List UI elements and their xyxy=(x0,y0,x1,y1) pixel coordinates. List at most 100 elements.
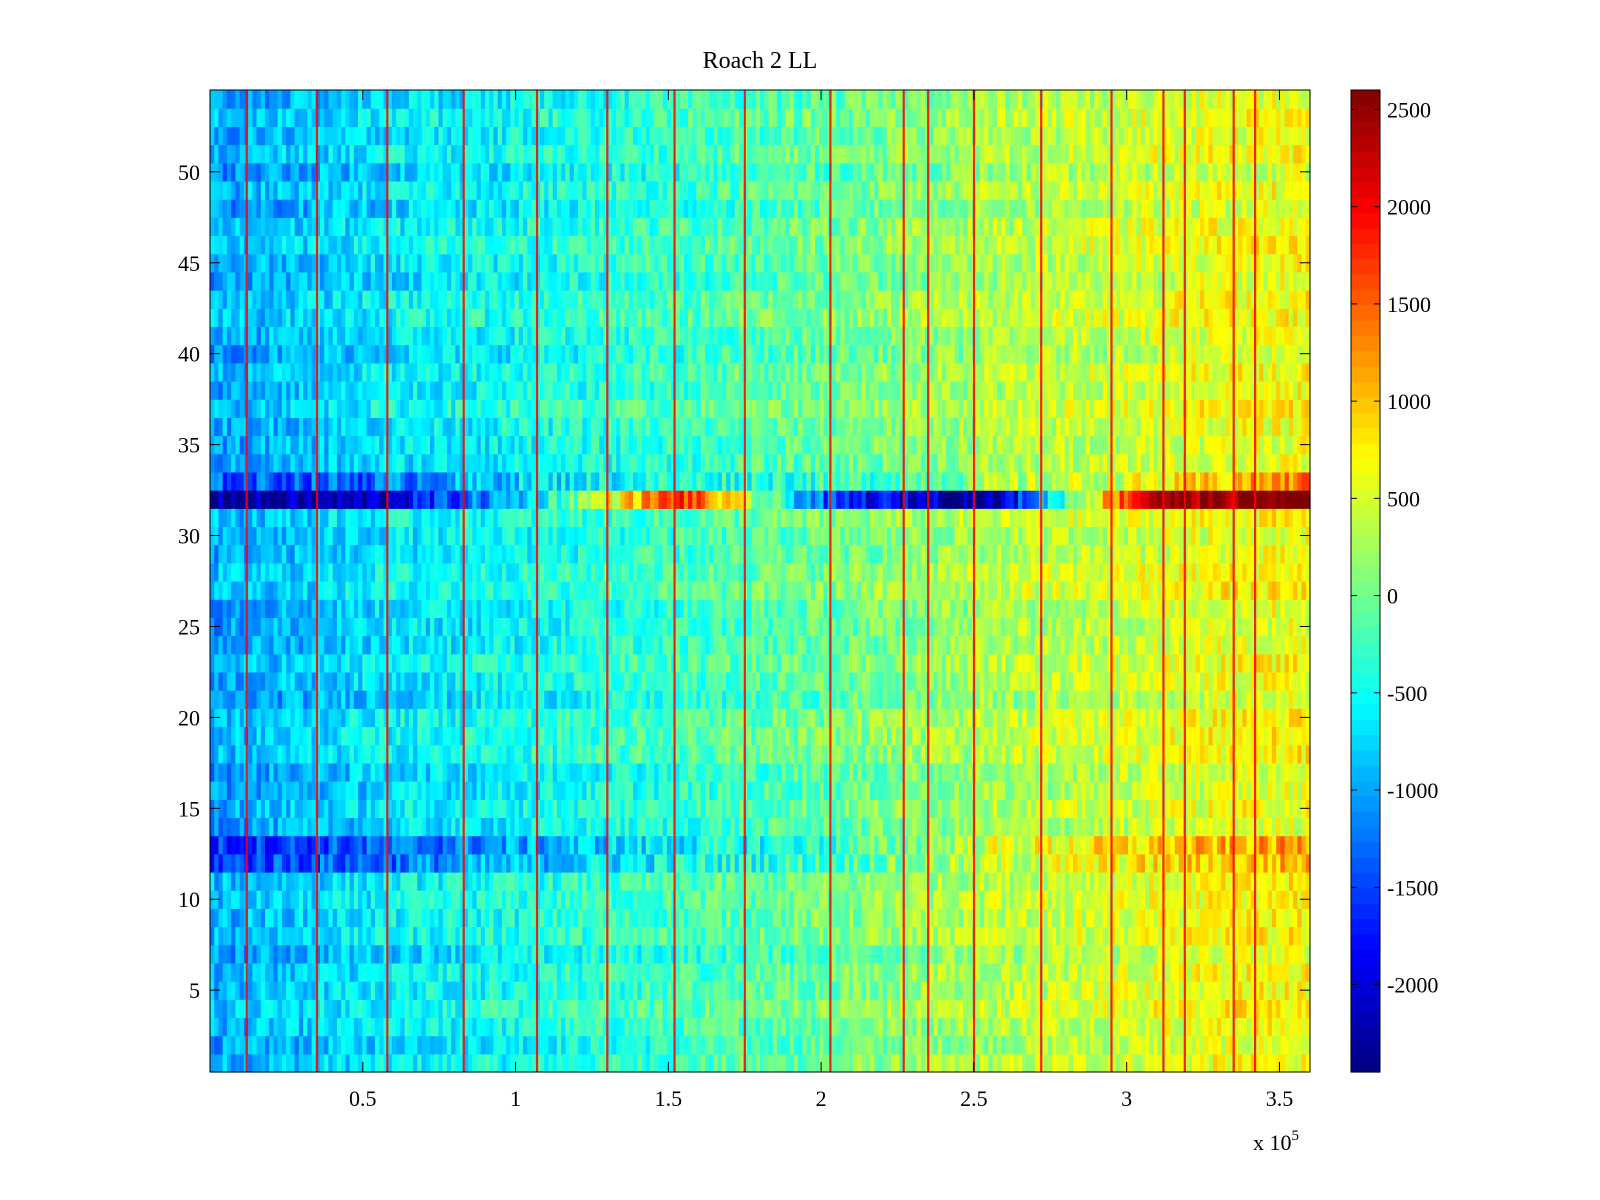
heatmap-cell xyxy=(320,1053,325,1073)
heatmap-cell xyxy=(514,781,520,800)
heatmap-cell xyxy=(1119,871,1125,891)
heatmap-cell xyxy=(603,726,609,746)
heatmap-cell xyxy=(1043,999,1049,1019)
heatmap-cell xyxy=(1305,1017,1311,1037)
heatmap-cell xyxy=(1174,944,1180,964)
heatmap-cell xyxy=(1047,999,1053,1019)
heatmap-cell xyxy=(819,1017,825,1037)
heatmap-cell xyxy=(1288,1053,1294,1073)
heatmap-cell xyxy=(518,762,524,782)
heatmap-cell xyxy=(210,908,215,928)
heatmap-cell xyxy=(764,999,770,1019)
heatmap-cell xyxy=(463,726,469,746)
heatmap-cell xyxy=(569,944,575,964)
heatmap-cell xyxy=(1191,835,1197,855)
heatmap-cell xyxy=(844,744,850,764)
heatmap-cell xyxy=(451,926,456,946)
heatmap-cell xyxy=(510,1017,516,1037)
heatmap-cell xyxy=(776,762,782,782)
heatmap-cell xyxy=(506,908,511,928)
heatmap-cell xyxy=(853,890,858,909)
heatmap-cell xyxy=(459,799,465,819)
heatmap-cell xyxy=(937,762,943,782)
heatmap-cell xyxy=(683,1053,689,1073)
heatmap-cell xyxy=(1090,799,1095,819)
heatmap-cell xyxy=(582,726,588,746)
heatmap-cell xyxy=(1022,762,1028,782)
heatmap-cell xyxy=(315,981,321,1000)
heatmap-cell xyxy=(476,1035,482,1055)
heatmap-cell xyxy=(565,962,571,982)
heatmap-cell xyxy=(1271,962,1277,982)
heatmap-cell xyxy=(226,981,232,1000)
heatmap-cell xyxy=(950,981,956,1000)
heatmap-cell xyxy=(1081,762,1087,782)
heatmap-cell xyxy=(590,799,596,819)
heatmap-cell xyxy=(1297,999,1303,1019)
heatmap-cell xyxy=(1212,890,1218,909)
heatmap-cell xyxy=(421,871,427,891)
heatmap-cell xyxy=(1073,1035,1078,1055)
heatmap-cell xyxy=(776,908,782,928)
heatmap-cell xyxy=(383,726,389,746)
heatmap-cell xyxy=(675,853,681,873)
heatmap-cell xyxy=(1255,908,1260,928)
heatmap-cell xyxy=(1013,999,1019,1019)
heatmap-cell xyxy=(772,981,778,1000)
heatmap-cell xyxy=(1009,908,1015,928)
heatmap-cell xyxy=(793,744,799,764)
heatmap-cell xyxy=(1064,908,1070,928)
heatmap-cell xyxy=(459,781,465,800)
heatmap-cell xyxy=(1305,926,1311,946)
heatmap-cell xyxy=(776,853,782,873)
heatmap-cell xyxy=(1123,908,1129,928)
heatmap-cell xyxy=(658,781,664,800)
heatmap-cell xyxy=(1102,944,1108,964)
heatmap-cell xyxy=(611,926,617,946)
heatmap-cell xyxy=(751,1017,757,1037)
heatmap-cell xyxy=(1001,890,1006,909)
heatmap-cell xyxy=(696,744,702,764)
heatmap-cell xyxy=(430,762,435,782)
heatmap-cell xyxy=(929,944,935,964)
heatmap-cell xyxy=(1195,871,1201,891)
heatmap-cell xyxy=(349,781,355,800)
heatmap-cell xyxy=(760,781,765,800)
heatmap-cell xyxy=(1157,871,1163,891)
heatmap-cell xyxy=(1009,890,1015,909)
heatmap-cell xyxy=(438,762,444,782)
heatmap-cell xyxy=(510,944,516,964)
heatmap-cell xyxy=(950,871,956,891)
heatmap-cell xyxy=(789,1053,795,1073)
heatmap-cell xyxy=(992,781,998,800)
heatmap-cell xyxy=(260,926,266,946)
heatmap-cell xyxy=(886,762,892,782)
heatmap-cell xyxy=(886,871,892,891)
heatmap-cell xyxy=(975,926,981,946)
heatmap-cell xyxy=(400,726,406,746)
heatmap-cell xyxy=(294,853,300,873)
heatmap-cell xyxy=(696,799,702,819)
heatmap-cell xyxy=(1051,817,1057,837)
heatmap-cell xyxy=(785,1053,791,1073)
heatmap-cell xyxy=(1200,962,1205,982)
heatmap-cell xyxy=(836,799,841,819)
heatmap-cell xyxy=(548,908,554,928)
heatmap-cell xyxy=(823,981,829,1000)
heatmap-cell xyxy=(353,1035,359,1055)
heatmap-cell xyxy=(802,762,808,782)
heatmap-cell xyxy=(231,708,236,728)
heatmap-cell xyxy=(353,926,359,946)
heatmap-cell xyxy=(311,890,317,909)
heatmap-cell xyxy=(844,799,850,819)
heatmap-cell xyxy=(527,817,533,837)
heatmap-cell xyxy=(252,871,258,891)
heatmap-cell xyxy=(815,835,820,855)
heatmap-cell xyxy=(645,799,651,819)
heatmap-cell xyxy=(1280,744,1286,764)
heatmap-cell xyxy=(620,908,626,928)
heatmap-cell xyxy=(607,799,613,819)
heatmap-cell xyxy=(1204,762,1210,782)
heatmap-cell xyxy=(578,781,583,800)
heatmap-cell xyxy=(210,999,215,1019)
